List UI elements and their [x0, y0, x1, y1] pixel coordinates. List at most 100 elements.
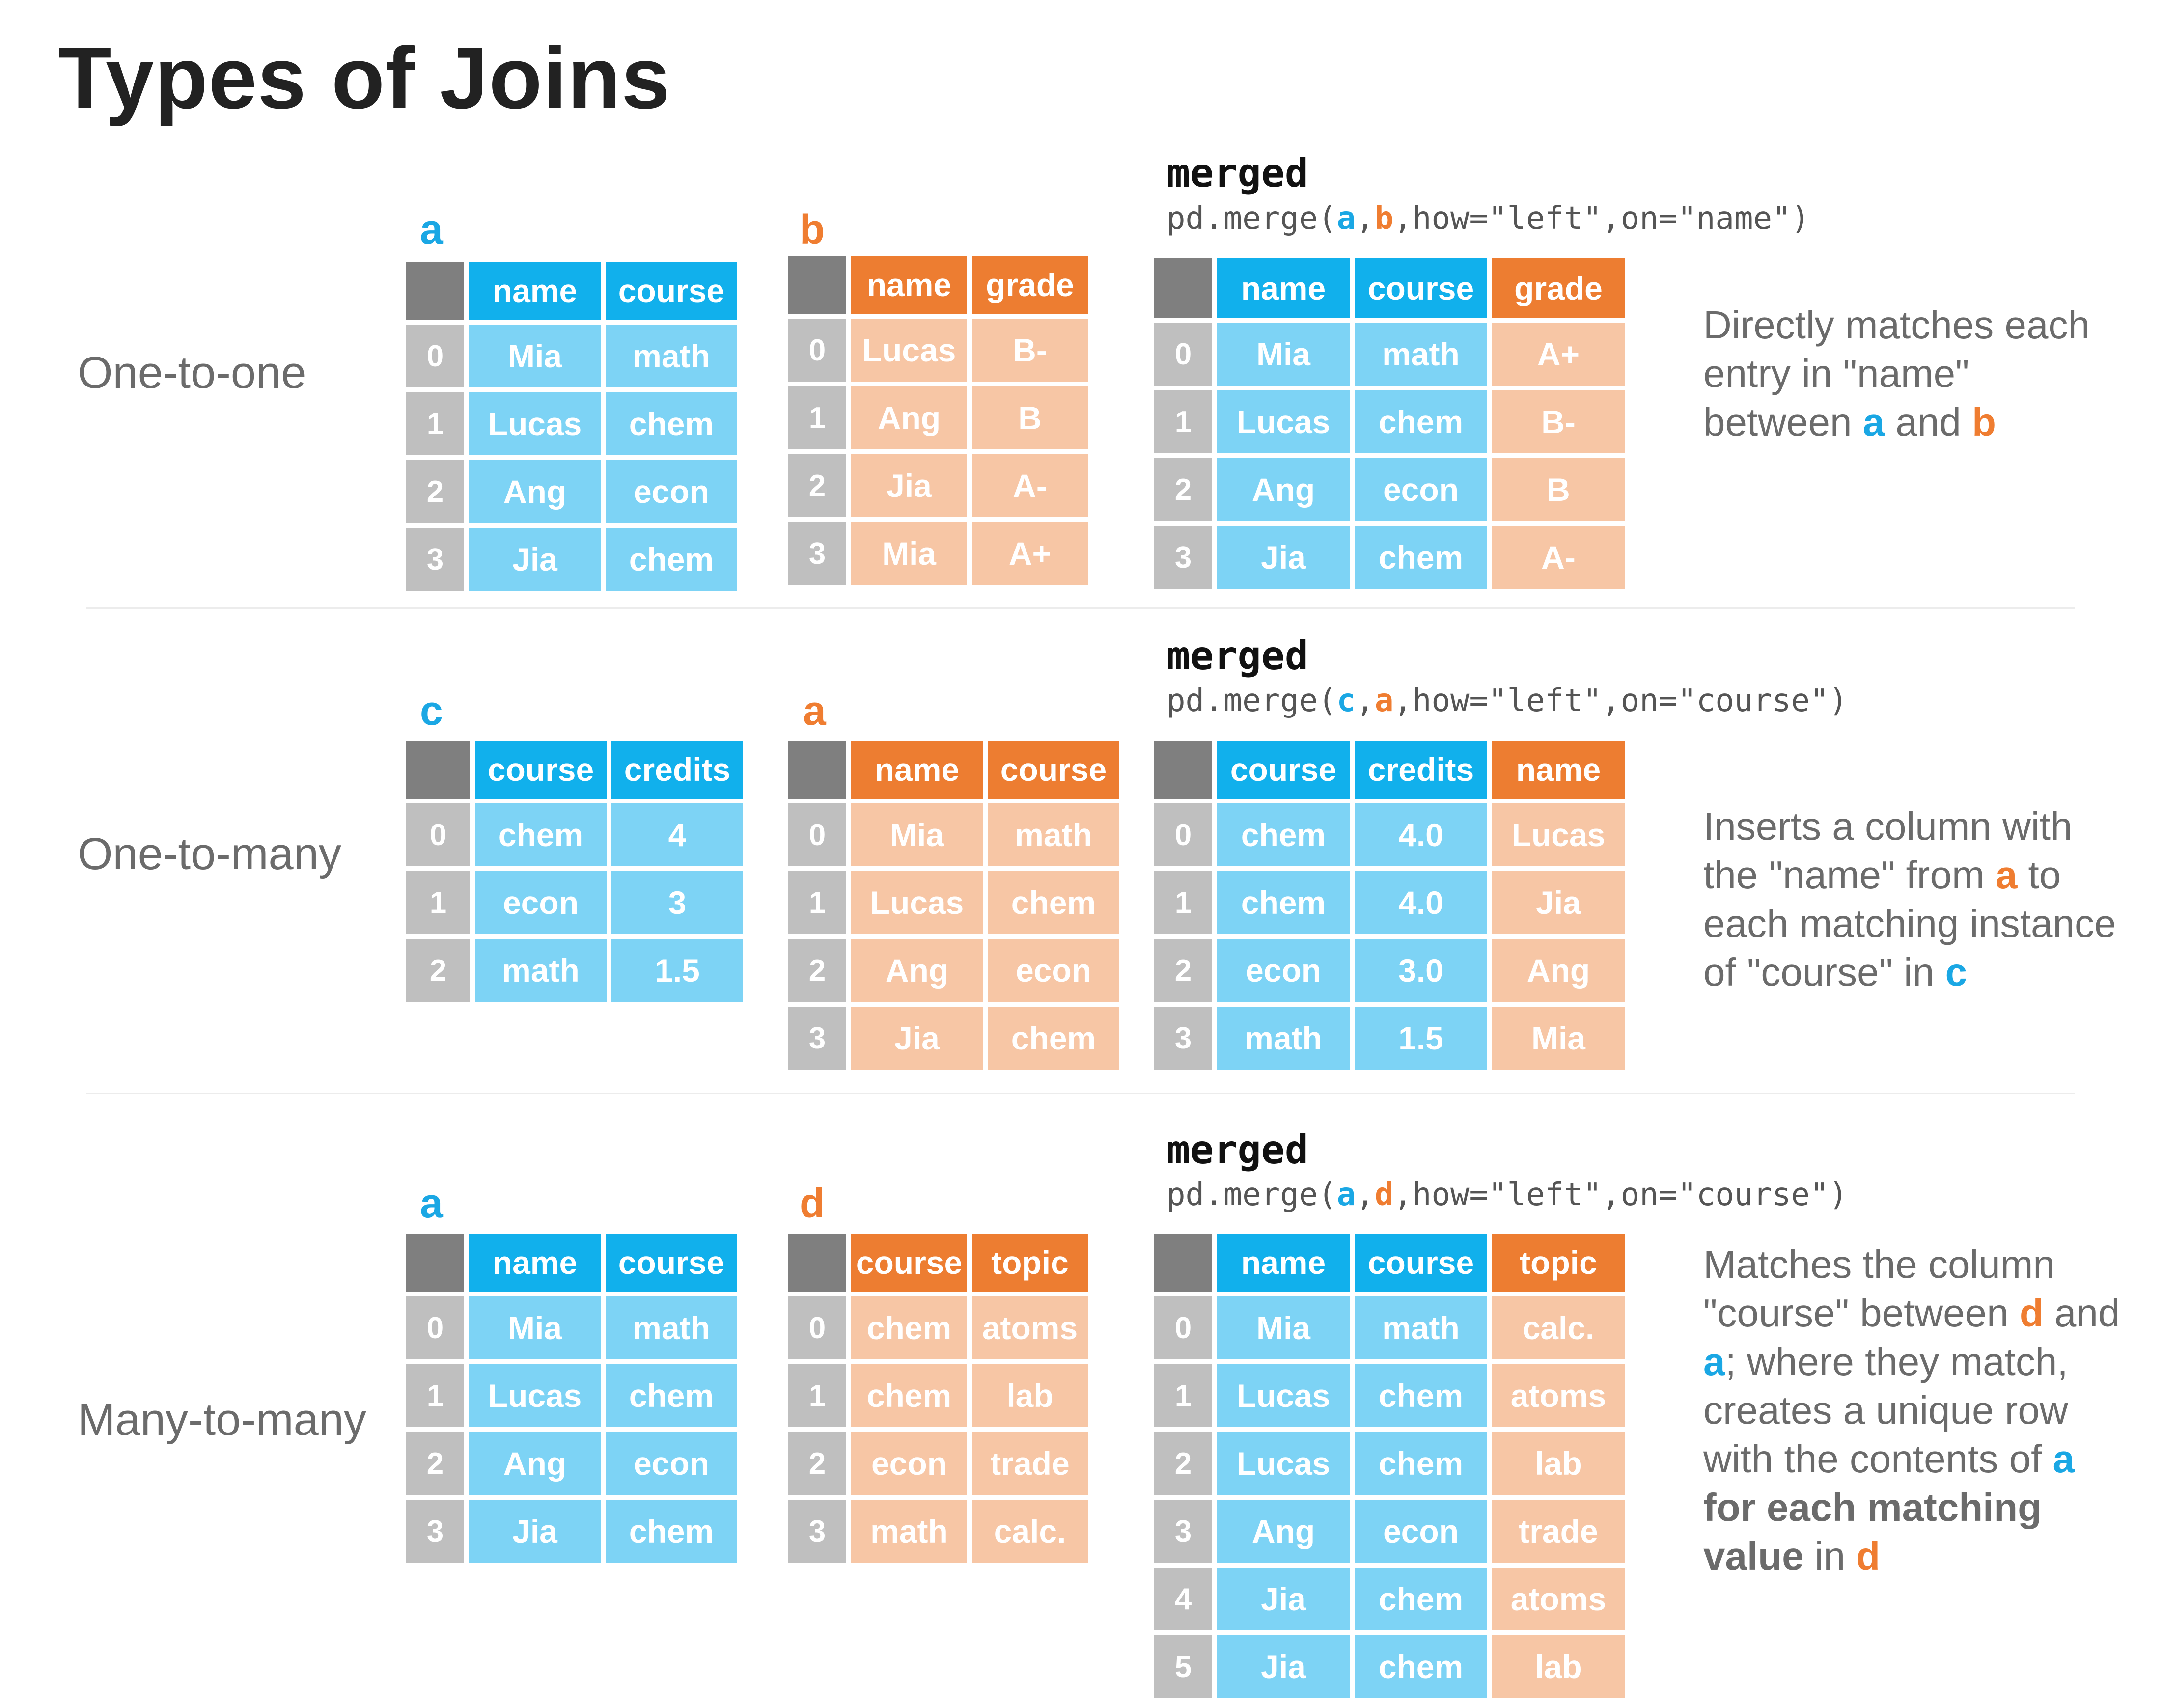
merge-code: pd.merge(a,d,how="left",on="course")	[1166, 1179, 1848, 1211]
table-cell: calc.	[1492, 1296, 1625, 1359]
row-index: 1	[788, 1364, 846, 1427]
code-text: ,	[1356, 683, 1375, 719]
index-header-cell	[1154, 1234, 1212, 1292]
column-header: name	[469, 262, 601, 320]
index-header-cell	[788, 256, 846, 314]
section-divider	[86, 607, 2075, 609]
description-line: between a and b	[1703, 398, 2090, 446]
page-title: Types of Joins	[58, 29, 671, 127]
code-arg-left: c	[1336, 683, 1356, 719]
highlight-right-df: b	[1972, 400, 1996, 444]
dataframe-table-left: name course 0 Mia math 1 Lucas chem 2 Ang econ 3 Jia…	[406, 262, 737, 591]
row-index: 1	[406, 1364, 464, 1427]
table-cell: Mia	[1217, 1296, 1350, 1359]
code-text: ,	[1356, 200, 1375, 237]
highlight-right-df: d	[2019, 1291, 2044, 1335]
merged-dataframe-table: name course grade 0 Mia math A+ 1 Lucas chem B- 2 An…	[1154, 258, 1625, 589]
table-cell: Lucas	[851, 871, 983, 934]
left-dataframe-label: c	[420, 688, 443, 734]
table-cell: 1.5	[1355, 1007, 1487, 1070]
table-cell: chem	[1355, 1635, 1487, 1698]
row-index: 0	[788, 1296, 846, 1359]
description-line: the "name" from a to	[1703, 851, 2116, 899]
table-cell: lab	[972, 1364, 1088, 1427]
row-index: 0	[788, 319, 846, 382]
table-cell: Lucas	[851, 319, 967, 382]
join-description: Inserts a column with the "name" from a t…	[1703, 802, 2116, 996]
row-index: 1	[1154, 390, 1212, 453]
table-cell: A+	[1492, 323, 1625, 386]
highlight-left-df: a	[2052, 1437, 2075, 1481]
table-cell: calc.	[972, 1500, 1088, 1563]
row-index: 5	[1154, 1635, 1212, 1698]
column-header: course	[1217, 741, 1350, 799]
description-text: entry in "name"	[1703, 352, 1969, 395]
description-text: to	[2017, 853, 2061, 897]
row-index: 1	[1154, 1364, 1212, 1427]
description-text: and	[2043, 1291, 2120, 1335]
table-cell: Jia	[469, 528, 601, 591]
table-cell: chem	[851, 1296, 967, 1359]
description-line: of "course" in c	[1703, 948, 2116, 996]
column-header: grade	[1492, 258, 1625, 318]
merged-title: merged	[1166, 633, 1308, 679]
table-cell: Mia	[851, 803, 983, 866]
table-cell: 4.0	[1355, 803, 1487, 866]
index-header-cell	[406, 262, 464, 320]
table-cell: chem	[606, 392, 737, 455]
table-cell: atoms	[1492, 1364, 1625, 1427]
description-line: entry in "name"	[1703, 349, 2090, 398]
table-cell: Jia	[851, 1007, 983, 1070]
description-text: the "name" from	[1703, 853, 1996, 897]
column-header: course	[606, 1234, 737, 1292]
row-index: 1	[788, 386, 846, 449]
code-text: ,how="left",on="course")	[1393, 1177, 1848, 1213]
row-index: 1	[1154, 871, 1212, 934]
join-description: Matches the column "course" between d and…	[1703, 1240, 2120, 1580]
table-cell: atoms	[972, 1296, 1088, 1359]
table-cell: chem	[1355, 1364, 1487, 1427]
table-cell: Mia	[851, 522, 967, 585]
left-dataframe-label: a	[420, 206, 443, 252]
code-text: pd.merge(	[1166, 683, 1337, 719]
index-header-cell	[788, 741, 846, 799]
index-header-cell	[1154, 741, 1212, 799]
row-index: 1	[788, 871, 846, 934]
column-header: name	[1217, 258, 1350, 318]
column-header: course	[475, 741, 607, 799]
table-cell: math	[1355, 323, 1487, 386]
description-line: value in d	[1703, 1532, 2120, 1580]
row-index: 0	[406, 803, 470, 866]
table-cell: Jia	[1217, 1635, 1350, 1698]
code-text: pd.merge(	[1166, 1177, 1337, 1213]
table-cell: math	[988, 803, 1119, 866]
description-line: Matches the column	[1703, 1240, 2120, 1289]
table-cell: 3	[611, 871, 743, 934]
description-text: each matching instance	[1703, 902, 2116, 945]
row-index: 4	[1154, 1568, 1212, 1630]
row-index: 2	[788, 1432, 846, 1495]
table-cell: Jia	[1217, 1568, 1350, 1630]
table-cell: trade	[972, 1432, 1088, 1495]
join-type-label: One-to-many	[78, 829, 341, 879]
index-header-cell	[788, 1234, 846, 1292]
join-type-label: Many-to-many	[78, 1395, 366, 1445]
table-cell: 3.0	[1355, 939, 1487, 1002]
dataframe-table-right: name grade 0 Lucas B- 1 Ang B 2 Jia A- 3 Mia A+	[788, 256, 1088, 585]
table-cell: econ	[475, 871, 607, 934]
right-dataframe-label: b	[800, 206, 825, 252]
description-line: with the contents of a	[1703, 1434, 2120, 1483]
row-index: 0	[1154, 1296, 1212, 1359]
table-cell: 4.0	[1355, 871, 1487, 934]
row-index: 2	[1154, 1432, 1212, 1495]
description-text: ; where they match,	[1725, 1340, 2068, 1383]
row-index: 3	[406, 1500, 464, 1563]
description-text: in	[1803, 1534, 1857, 1578]
table-cell: Mia	[1217, 323, 1350, 386]
row-index: 3	[1154, 1500, 1212, 1563]
table-cell: math	[475, 939, 607, 1002]
table-cell: B	[972, 386, 1088, 449]
table-cell: chem	[851, 1364, 967, 1427]
emphasis-text: value	[1703, 1534, 1804, 1578]
table-cell: Jia	[469, 1500, 601, 1563]
